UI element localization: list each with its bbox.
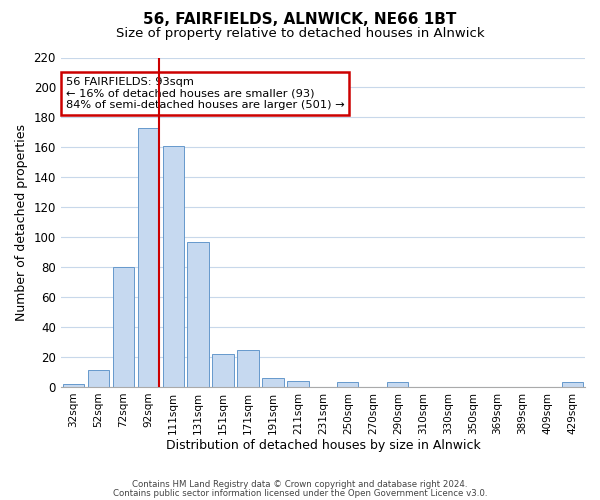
X-axis label: Distribution of detached houses by size in Alnwick: Distribution of detached houses by size …: [166, 440, 480, 452]
Bar: [387, 382, 409, 387]
Text: Size of property relative to detached houses in Alnwick: Size of property relative to detached ho…: [116, 28, 484, 40]
Bar: [238, 350, 259, 387]
Text: Contains HM Land Registry data © Crown copyright and database right 2024.: Contains HM Land Registry data © Crown c…: [132, 480, 468, 489]
Bar: [62, 384, 84, 387]
Y-axis label: Number of detached properties: Number of detached properties: [15, 124, 28, 320]
Bar: [88, 370, 109, 387]
Bar: [137, 128, 159, 387]
Text: 56 FAIRFIELDS: 93sqm
← 16% of detached houses are smaller (93)
84% of semi-detac: 56 FAIRFIELDS: 93sqm ← 16% of detached h…: [66, 77, 344, 110]
Bar: [187, 242, 209, 387]
Bar: [113, 267, 134, 387]
Bar: [337, 382, 358, 387]
Bar: [287, 381, 308, 387]
Bar: [163, 146, 184, 387]
Text: 56, FAIRFIELDS, ALNWICK, NE66 1BT: 56, FAIRFIELDS, ALNWICK, NE66 1BT: [143, 12, 457, 28]
Bar: [262, 378, 284, 387]
Text: Contains public sector information licensed under the Open Government Licence v3: Contains public sector information licen…: [113, 490, 487, 498]
Bar: [562, 382, 583, 387]
Bar: [212, 354, 233, 387]
